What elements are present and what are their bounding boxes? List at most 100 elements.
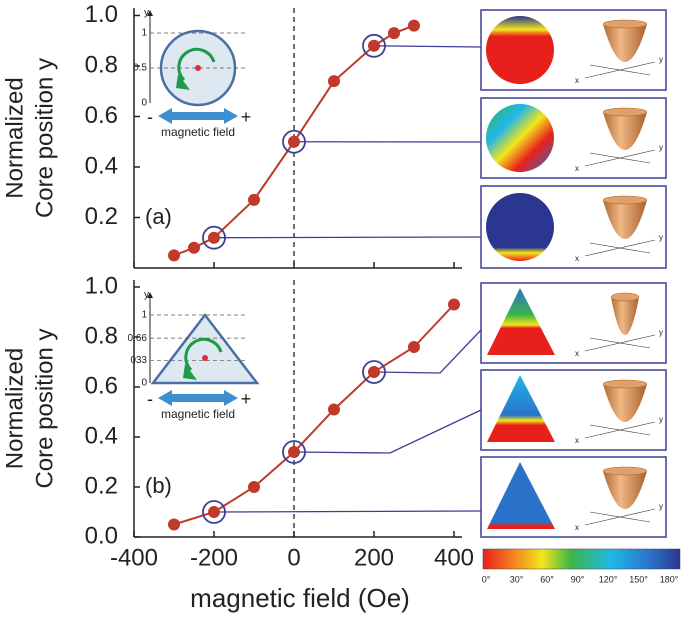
highlight-ring [362, 360, 386, 384]
data-point [188, 241, 200, 254]
potential-cup [603, 24, 647, 62]
inset-triangle [150, 312, 260, 385]
data-line [173, 303, 455, 526]
core-triangle [487, 462, 555, 529]
colorbar-label: 180° [660, 574, 679, 584]
y-axis-label: Core position y [31, 328, 58, 488]
inset-tick-label: 1 [141, 310, 147, 321]
y-axis-label: Normalized [1, 77, 28, 198]
panel-axis-y: y [659, 55, 663, 64]
field-minus: - [147, 107, 153, 127]
x-tick-label: -200 [190, 544, 238, 571]
panel-axis-x: x [575, 164, 579, 173]
panel-axis-y: y [659, 415, 663, 424]
field-arrow [158, 390, 238, 406]
data-point [328, 403, 340, 416]
y-tick-label: 0.0 [85, 522, 118, 549]
data-point [288, 135, 300, 148]
colorbar-label: 120° [599, 574, 618, 584]
x-axis-label: magnetic field (Oe) [190, 583, 410, 613]
panel-axis-y: y [659, 502, 663, 511]
panel-label: (b) [145, 473, 172, 498]
data-point [448, 298, 460, 311]
potential-cup [603, 112, 647, 150]
panel-axis-y: y [659, 328, 663, 337]
colorbar-label: 60° [540, 574, 554, 584]
inset-caption: magnetic field [161, 125, 235, 139]
y-axis-label: Normalized [1, 348, 28, 469]
y-tick-label: 0.8 [85, 322, 118, 349]
y-tick-label: 1.0 [85, 1, 118, 28]
core-sphere [486, 193, 554, 261]
potential-cup [603, 471, 647, 509]
panel-axes [584, 149, 656, 167]
x-tick-label: 400 [434, 544, 474, 571]
inset-arrowhead [176, 74, 190, 90]
panel-axis-x: x [575, 523, 579, 532]
data-point [408, 341, 420, 353]
cup-rim [602, 195, 648, 205]
y-tick-label: 0.2 [85, 203, 118, 230]
x-tick-label: 0 [287, 544, 300, 571]
y-tick-label: 0.8 [85, 51, 118, 78]
highlight-ring [202, 225, 226, 250]
cup-rim [602, 107, 648, 117]
highlight-ring [282, 440, 306, 464]
colorbar [482, 548, 681, 570]
panel-axis-y: y [659, 143, 663, 152]
field-plus: + [241, 389, 252, 409]
y-tick-label: 1.0 [85, 272, 118, 299]
inset-tick-label: 1 [141, 28, 147, 39]
panel-axis-x: x [575, 436, 579, 445]
inset-tick-label: 0 [141, 378, 147, 389]
inset-tick-label: 0 [141, 98, 147, 109]
data-point [168, 249, 180, 262]
inset-rotation-arrow [177, 47, 216, 82]
inset-axis-label: y [144, 8, 149, 19]
inset-core [202, 355, 208, 361]
core-triangle [487, 375, 555, 442]
inset-caption: magnetic field [161, 407, 235, 421]
panel-axis-y: y [659, 233, 663, 242]
y-tick-label: 0.2 [85, 472, 118, 499]
y-tick-label: 0.6 [85, 102, 118, 129]
panel-axis-x: x [575, 254, 579, 263]
core-sphere [486, 104, 554, 172]
panel-axes [584, 508, 656, 526]
panel-axis-x: x [575, 349, 579, 358]
connector [213, 510, 482, 513]
potential-cup [603, 384, 647, 422]
x-tick-label: -400 [110, 544, 158, 571]
highlight-ring [362, 33, 386, 58]
inset-tick-label: 0.66 [128, 333, 148, 344]
colorbar-label: 90° [571, 574, 585, 584]
highlight-ring [202, 500, 226, 524]
core-sphere [486, 16, 554, 84]
connector [293, 409, 482, 454]
y-axis-label: Core position y [31, 58, 58, 218]
connector [373, 329, 482, 374]
cup-rim [602, 466, 648, 476]
field-plus: + [241, 107, 252, 127]
data-point [208, 231, 220, 244]
data-point [408, 19, 420, 32]
panel-axes [584, 239, 656, 257]
data-point [248, 481, 260, 493]
inset-tick-label: 0.5 [133, 63, 147, 74]
y-tick-label: 0.4 [85, 152, 118, 179]
data-point [288, 446, 300, 458]
panel-label: (a) [145, 204, 172, 229]
colorbar-label: 150° [629, 574, 648, 584]
panel-axes [584, 334, 656, 352]
colorbar-label: 0° [482, 574, 491, 584]
colorbar-label: 30° [510, 574, 524, 584]
cup-rim [602, 379, 648, 389]
core-triangle [487, 288, 555, 355]
field-arrow [158, 108, 238, 124]
y-tick-label: 0.4 [85, 422, 118, 449]
data-point [368, 39, 380, 52]
inset-core [195, 65, 201, 71]
potential-cup [603, 200, 647, 239]
inset-axis-label: y [144, 290, 149, 301]
